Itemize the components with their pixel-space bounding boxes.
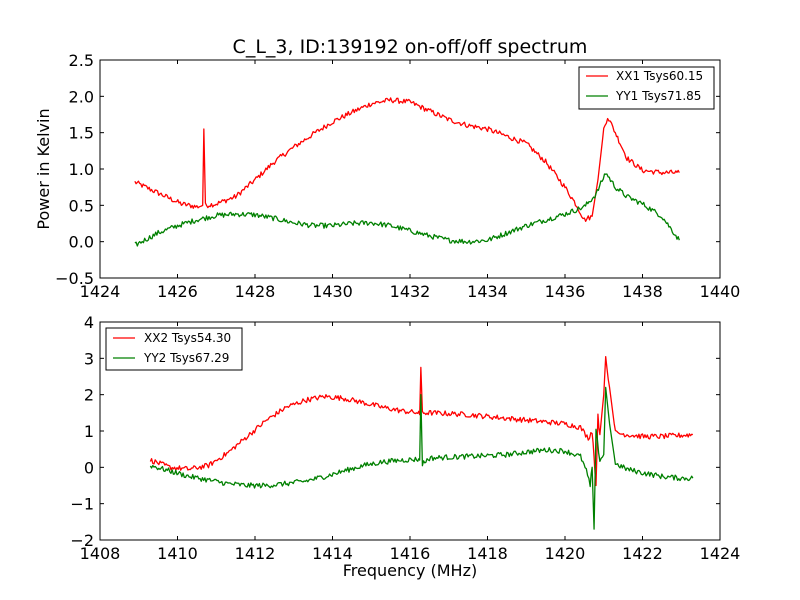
bottom-legend: XX2 Tsys54.30 YY2 Tsys67.29 [105,327,243,371]
top-plot: 1424 1426 1428 1430 1432 1434 1436 1438 1440 −0.5… [34,51,740,301]
x-tick-label: 1430 [312,282,353,301]
x-tick-label: 1424 [700,544,741,563]
x-tick-label: 1436 [545,282,586,301]
y-tick-label: 1 [84,422,94,441]
top-y-axis-label: Power in Kelvin [34,108,53,229]
top-legend-box [578,66,715,110]
y-tick-label: 1.0 [69,160,94,179]
x-tick-label: 1438 [622,282,663,301]
y-tick-label: 3 [84,349,94,368]
bottom-plot-ticks: 1408 1410 1412 1414 1416 1418 1420 1422 1424−2−1… [70,313,740,563]
y-tick-label: 0.5 [69,196,94,215]
series-line-xx1 [134,97,680,222]
y-tick-label: −2 [70,531,94,550]
x-tick-label: 1428 [235,282,276,301]
chart-title: C_L_3, ID:139192 on-off/off spectrum [233,36,588,58]
bottom-plot-frame [99,321,721,541]
y-tick-label: 0 [84,458,94,477]
top-legend-label-yy1: YY1 Tsys71.85 [615,89,701,103]
x-tick-label: 1418 [467,544,508,563]
top-plot-frame [99,59,721,279]
x-tick-label: 1432 [390,282,431,301]
y-tick-label: 1.5 [69,124,94,143]
x-tick-label: 1410 [157,544,198,563]
x-tick-label: 1422 [622,544,663,563]
top-legend: XX1 Tsys60.15 YY1 Tsys71.85 [578,66,715,110]
x-tick-label: 1414 [312,544,353,563]
y-tick-label: −0.5 [55,269,94,288]
y-tick-label: 2.0 [69,87,94,106]
y-tick-label: 0.0 [69,233,94,252]
x-tick-label: 1424 [80,282,121,301]
bottom-legend-label-xx2: XX2 Tsys54.30 [144,331,231,345]
y-tick-label: 4 [84,313,94,332]
bottom-plot: 1408 1410 1412 1414 1416 1418 1420 1422 1424−2−1… [70,313,740,580]
x-tick-label: 1440 [700,282,741,301]
bottom-plot-series [149,355,694,530]
top-plot-series [134,97,680,247]
y-tick-label: 2.5 [69,51,94,70]
x-tick-label: 1434 [467,282,508,301]
top-plot-ticks: 1424 1426 1428 1430 1432 1434 1436 1438 1440 −0.5… [55,51,740,301]
bottom-x-axis-label: Frequency (MHz) [343,561,477,580]
x-tick-label: 1412 [235,544,276,563]
series-line-yy1 [134,173,680,247]
bottom-legend-box [105,327,243,371]
x-tick-label: 1408 [80,544,121,563]
series-line-yy2 [149,386,694,530]
x-tick-label: 1420 [545,544,586,563]
y-tick-label: −1 [70,495,94,514]
bottom-legend-label-yy2: YY2 Tsys67.29 [143,351,229,365]
y-tick-label: 2 [84,386,94,405]
series-line-xx2 [149,355,694,487]
x-tick-label: 1426 [157,282,198,301]
x-tick-label: 1416 [390,544,431,563]
top-legend-label-xx1: XX1 Tsys60.15 [616,69,703,83]
